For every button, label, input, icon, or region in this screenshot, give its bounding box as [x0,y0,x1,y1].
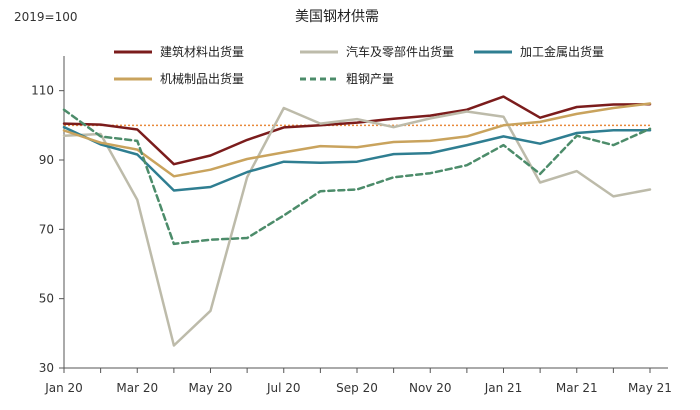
x-tick-label-jan-20: Jan 20 [44,381,83,395]
series-line-3 [62,125,652,192]
y-tick-label-30: 30 [39,361,54,375]
y-tick-label-50: 50 [39,292,54,306]
x-tick-label-mar-20: Mar 20 [116,381,158,395]
y-tick-label-90: 90 [39,153,54,167]
y-tick-label-70: 70 [39,222,54,236]
x-tick-label-nov-20: Nov 20 [409,381,452,395]
y-unit-label: 2019=100 [14,10,78,24]
x-tick-label-sep-20: Sep 20 [336,381,378,395]
x-tick-label-jul-20: Jul 20 [266,381,301,395]
legend-label-4: 机械制品出货量 [160,71,244,86]
series-line-5 [62,108,652,246]
x-tick-label-jan-21: Jan 21 [484,381,523,395]
series-line-1 [62,95,652,166]
x-tick-label-may-21: May 21 [628,381,672,395]
series-line-2 [62,106,652,347]
x-tick-label-may-20: May 20 [189,381,233,395]
series-line-4 [62,102,652,178]
legend-label-2: 汽车及零部件出货量 [346,44,454,59]
series-layer [62,95,652,347]
legend-label-5: 粗钢产量 [346,72,394,86]
x-tick-label-mar-21: Mar 21 [556,381,598,395]
legend-label-1: 建筑材料出货量 [160,44,244,59]
chart-title: 美国钢材供需 [295,9,379,25]
x-axis-ticks: Jan 20 Mar 20 May 20 Jul 20 Sep 20 Nov 20 Jan … [44,368,672,395]
legend-label-3: 加工金属出货量 [520,44,604,59]
y-axis-ticks: 30 50 70 90 110 [31,84,64,375]
y-tick-label-110: 110 [31,84,54,98]
